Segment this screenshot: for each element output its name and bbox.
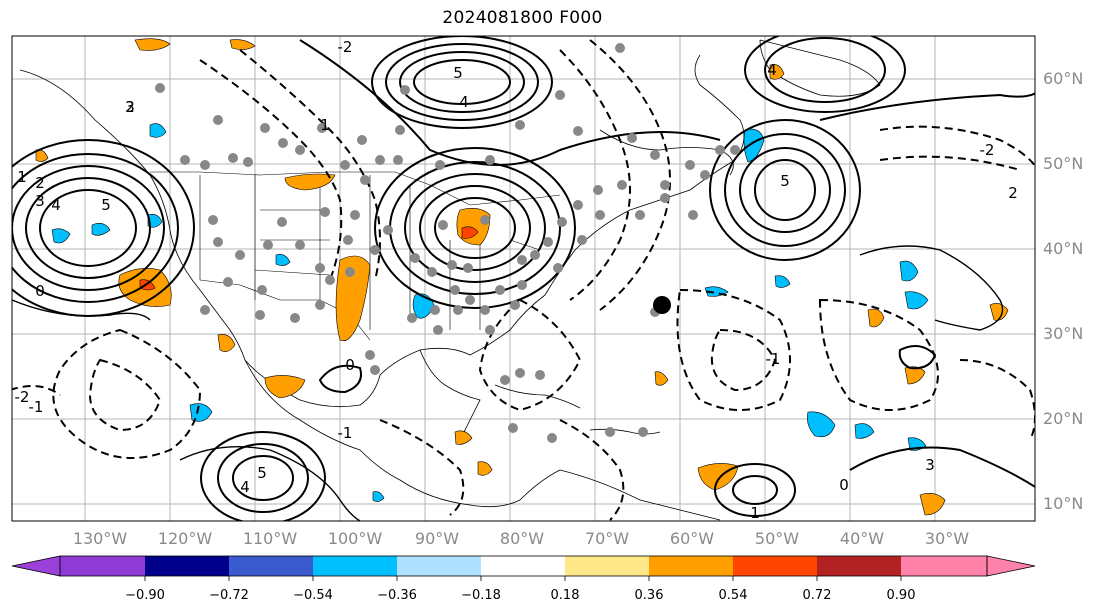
contour-label: 3 [35,192,45,210]
colorbar-segment [229,556,313,576]
colorbar-tick-label: −0.72 [209,588,249,603]
contour-label: 0 [35,282,45,300]
colorbar-tick-label: 0.18 [551,588,580,603]
contour-label: -2 [15,388,30,406]
colorbar-tick-label: −0.90 [125,588,165,603]
map-area [12,36,1035,521]
contour-label: 2 [1008,184,1018,202]
colorbar-over-extend [986,555,1036,577]
lon-label: 30°W [925,529,969,548]
contour-label: -1 [766,350,781,368]
map-title: 2024081800 F000 [442,8,603,28]
lon-label: 110°W [243,529,298,548]
contour-label: 1 [320,116,330,134]
lon-label: 100°W [328,529,383,548]
large-marker [653,296,671,314]
contour-label: 0 [839,476,849,494]
contour-label: 2 [35,174,45,192]
contour-label: 3 [925,456,935,474]
shaded-fields [35,38,1009,516]
lat-label: 50°N [1043,154,1083,173]
coastlines [19,39,881,521]
contour-label: 4 [767,61,777,79]
longitude-axis: 130°W 120°W 110°W 100°W 90°W 80°W 70°W 6… [73,529,969,548]
contour-labels: 5 4 3 2 1 0 -1 -2 5 4 3 2 1 0 -1 -2 5 4 … [15,38,1018,522]
lat-label: 30°N [1043,324,1083,343]
colorbar-segment [397,556,481,576]
contour-label: 5 [780,172,790,190]
contour-label: 4 [240,478,250,496]
colorbar-segment [565,556,649,576]
lon-label: 70°W [585,529,629,548]
colorbar-segment [313,556,397,576]
colorbar-under-extend [11,555,61,577]
lon-label: 40°W [840,529,884,548]
colorbar-segment [60,556,145,576]
colorbar-tick-label: −0.36 [377,588,417,603]
contour-label: -1 [29,398,44,416]
colorbar-segment [481,556,565,576]
station-markers [155,43,740,443]
lat-label: 10°N [1043,494,1083,513]
contour-label: 5 [257,464,267,482]
contour-label: 4 [459,93,469,111]
lon-label: 120°W [158,529,213,548]
lat-label: 40°N [1043,239,1083,258]
contour-label: 3 [125,98,135,116]
lon-label: 130°W [73,529,128,548]
colorbar-tick-label: 0.36 [635,588,664,603]
contour-label: 1 [750,504,760,522]
lon-label: 50°W [755,529,799,548]
lon-label: 90°W [415,529,459,548]
colorbar: −0.90 −0.72 −0.54 −0.36 −0.18 0.18 0.36 … [11,555,1036,603]
contour-label: 5 [101,196,111,214]
colorbar-tick-label: −0.54 [293,588,333,603]
contour-label: 1 [17,168,27,186]
colorbar-segment [901,556,987,576]
contour-label: 4 [51,196,61,214]
colorbar-tick-label: 0.90 [887,588,916,603]
colorbar-tick-label: 0.72 [803,588,832,603]
lat-label: 60°N [1043,69,1083,88]
contour-label: 2 [125,98,135,116]
colorbar-tick-label: −0.18 [461,588,501,603]
colorbar-segment [733,556,817,576]
latitude-axis: 60°N 50°N 40°N 30°N 20°N 10°N [1043,69,1083,513]
colorbar-segment [145,556,229,576]
contour-label: 0 [345,356,355,374]
lat-label: 20°N [1043,409,1083,428]
colorbar-segment [817,556,901,576]
negative-contours [12,39,1035,521]
zero-contours [12,245,1004,521]
contour-label: -2 [980,141,995,159]
lon-label: 80°W [500,529,544,548]
colorbar-segment [649,556,733,576]
colorbar-tick-label: 0.54 [719,588,748,603]
lon-label: 60°W [670,529,714,548]
contour-label: 5 [453,64,463,82]
map-border [11,35,1036,522]
contour-label: -1 [338,424,353,442]
contour-label: -2 [338,38,353,56]
positive-contours [12,36,1035,521]
